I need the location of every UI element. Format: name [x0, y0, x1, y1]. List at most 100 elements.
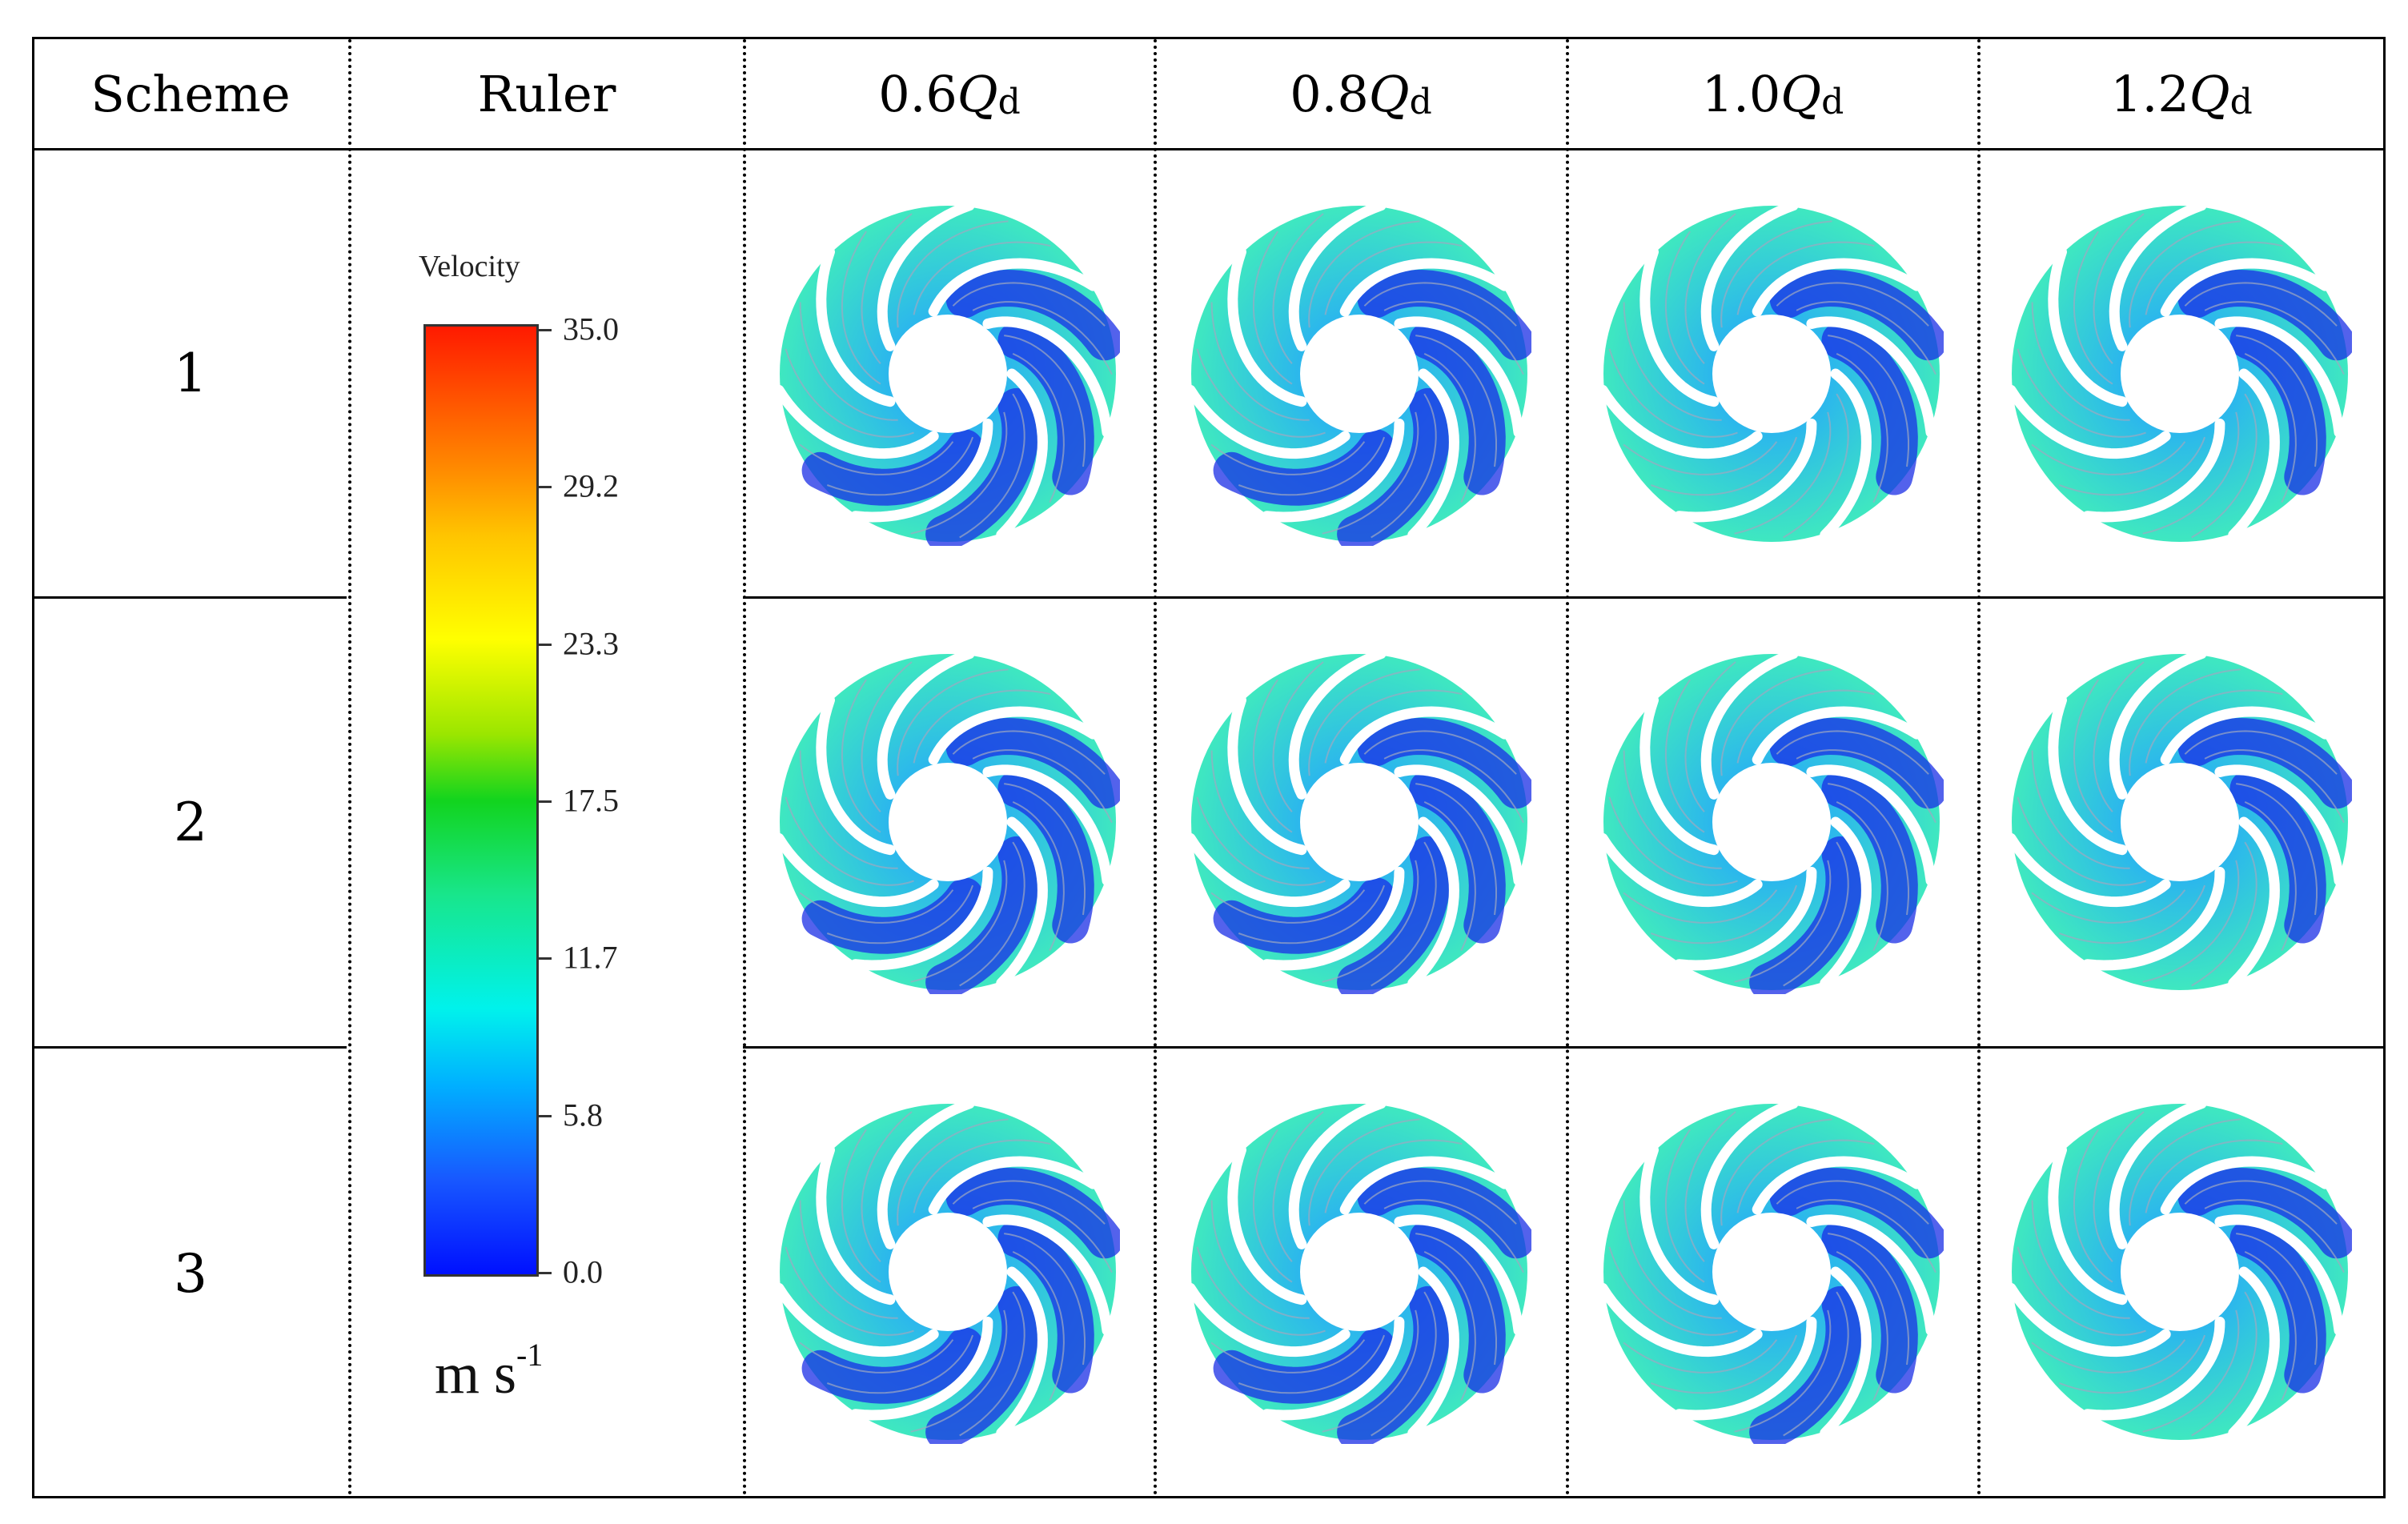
streamline — [959, 841, 1025, 987]
flow-number: 1.0 — [1701, 64, 1781, 123]
impeller-hub — [889, 1213, 1007, 1331]
low-velocity-zone — [1749, 1285, 1863, 1444]
streamline — [1308, 1118, 1420, 1226]
streamline — [1383, 1199, 1524, 1273]
streamline — [1783, 1291, 1849, 1437]
impeller-blade — [2228, 368, 2280, 540]
impeller-blade — [1752, 706, 1922, 765]
streamline — [1238, 436, 1386, 496]
impeller-plot — [776, 650, 1120, 994]
low-velocity-zone — [945, 1167, 1120, 1259]
streamline — [1383, 749, 1524, 824]
flow-symbol: Q — [957, 64, 998, 123]
streamline — [1363, 282, 1517, 327]
streamline — [799, 441, 954, 475]
streamline — [799, 302, 898, 421]
low-velocity-zone — [1821, 322, 1918, 495]
impeller-blade — [996, 1266, 1048, 1438]
streamline — [1004, 335, 1086, 467]
streamline — [785, 796, 914, 886]
streamline — [799, 1339, 954, 1374]
row-label-3-text: 3 — [174, 1242, 207, 1305]
streamline — [897, 668, 1009, 776]
streamline — [1308, 668, 1420, 776]
low-velocity-zone — [2177, 269, 2352, 361]
flow-subscript: d — [2229, 81, 2253, 122]
impeller-blade — [2081, 1317, 2225, 1421]
streamline — [2031, 302, 2130, 421]
impeller-blade — [982, 316, 1113, 438]
streamline — [1004, 783, 1086, 916]
low-velocity-zone — [945, 717, 1120, 809]
ruler-tick-label: 17.5 — [563, 782, 619, 819]
ruler-tick-mark — [539, 1272, 552, 1274]
streamline — [861, 661, 913, 812]
streamline — [1272, 213, 1324, 364]
impeller-blade — [1820, 368, 1872, 540]
streamline — [2031, 441, 2186, 475]
streamline — [913, 1139, 1051, 1213]
streamline — [1322, 860, 1419, 983]
impeller-blade — [2214, 764, 2345, 886]
impeller-hub — [2121, 763, 2239, 881]
impeller-hub — [1712, 1213, 1831, 1331]
flow-symbol: Q — [2189, 64, 2230, 123]
impeller-plot — [1599, 202, 1944, 546]
streamline — [1684, 1111, 1736, 1262]
streamline — [861, 213, 913, 364]
impeller-hub — [1712, 763, 1831, 881]
impeller-blade — [928, 1156, 1098, 1215]
streamline — [799, 889, 954, 924]
impeller-blade — [816, 695, 896, 856]
low-velocity-zone — [997, 770, 1094, 944]
impeller-plot — [2008, 1100, 2352, 1444]
impeller-blade — [1599, 384, 1763, 459]
streamline — [1383, 301, 1524, 375]
low-velocity-zone — [801, 1327, 984, 1404]
streamline — [913, 689, 1051, 764]
streamline — [1371, 841, 1437, 987]
streamline — [1650, 884, 1798, 944]
low-velocity-zone — [2177, 1167, 2352, 1259]
row-rule-1-right — [743, 596, 2383, 599]
streamline — [952, 282, 1106, 327]
row-label-1-text: 1 — [174, 343, 207, 404]
impeller-blade — [1227, 247, 1307, 407]
streamline — [2244, 1250, 2297, 1402]
ruler-tick-label: 11.7 — [563, 939, 618, 976]
row-rule-1-left — [34, 596, 347, 599]
impeller-plot — [1599, 650, 1944, 994]
streamline — [1734, 1309, 1832, 1433]
streamline — [841, 1129, 881, 1283]
impeller-hub — [2121, 315, 2239, 433]
streamline — [2236, 783, 2318, 916]
ruler-tick-label: 5.8 — [563, 1097, 603, 1133]
low-velocity-zone — [1357, 269, 1531, 361]
impeller-plot — [2008, 650, 2352, 994]
streamline — [1796, 749, 1936, 824]
impeller-blade — [816, 247, 896, 407]
impeller-blade — [1752, 1156, 1922, 1215]
velocity-unit: m s-1 — [435, 1336, 543, 1407]
streamline — [2142, 1309, 2240, 1433]
streamline — [2073, 679, 2113, 833]
header-rule — [34, 148, 2383, 150]
impeller-blade — [1288, 202, 1387, 351]
flow-number: 0.6 — [878, 64, 957, 123]
low-velocity-zone — [1357, 717, 1531, 809]
impeller-blade — [1339, 1156, 1510, 1215]
streamline — [2129, 668, 2241, 776]
streamline — [826, 884, 974, 944]
impeller-blade — [1339, 258, 1510, 317]
streamline — [2236, 1233, 2318, 1366]
flow-subscript: d — [1409, 81, 1432, 122]
ruler-tick-mark — [539, 329, 552, 331]
impeller-blade — [982, 764, 1113, 886]
streamline — [1371, 1291, 1437, 1437]
impeller-blade — [877, 202, 975, 351]
streamline — [1664, 679, 1705, 833]
impeller-plot — [1187, 202, 1531, 546]
impeller-blade — [1639, 247, 1720, 407]
